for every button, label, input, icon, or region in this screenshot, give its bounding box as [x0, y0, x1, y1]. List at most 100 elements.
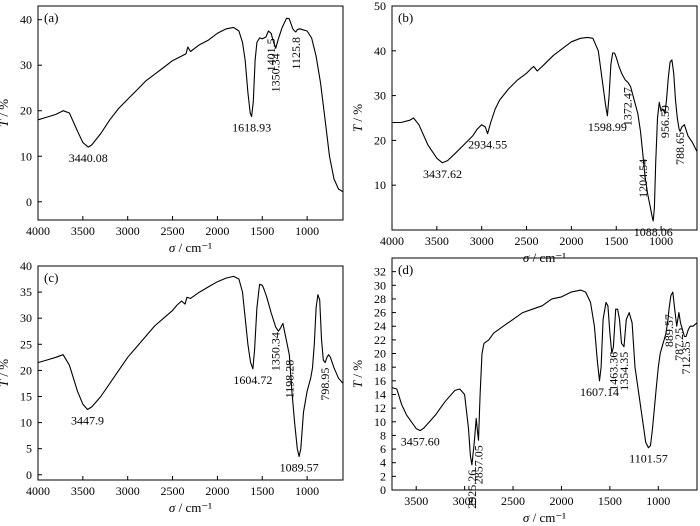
y-tick-label: 6 — [380, 442, 386, 456]
y-tick-label: 40 — [374, 44, 386, 58]
x-tick-label: 3500 — [425, 234, 449, 248]
peak-label: 1198.28 — [282, 360, 296, 399]
peak-label: 3440.08 — [69, 151, 108, 165]
x-tick-label: 4000 — [26, 484, 50, 498]
panel-2: 4000 3500 3000 2500 2000 1500 10001020304050σ … — [350, 0, 698, 265]
peak-label: 889.57 — [662, 314, 676, 347]
peak-label: 1463.36 — [606, 352, 620, 391]
peak-label: 1088.06 — [634, 225, 673, 239]
y-tick-label: 0 — [26, 468, 32, 482]
y-tick-label: 30 — [374, 89, 386, 103]
y-tick-label: 10 — [374, 415, 386, 429]
plot-frame — [37, 5, 344, 221]
panel-label: (a) — [44, 10, 58, 25]
x-axis-symbol: σ — [523, 510, 530, 525]
plot-frame — [391, 5, 698, 231]
x-tick-label: 2000 — [205, 484, 229, 498]
spectrum-line — [392, 36, 698, 222]
peak-label: 1604.72 — [233, 373, 272, 387]
x-tick-label: 3000 — [453, 494, 477, 508]
y-tick-label: 30 — [374, 278, 386, 292]
peak-label: 1618.93 — [232, 121, 271, 135]
y-tick-label: 28 — [374, 292, 386, 306]
x-tick-label: 2500 — [501, 494, 525, 508]
y-axis-title: T / % — [350, 104, 365, 132]
x-tick-label: 2500 — [161, 224, 185, 238]
y-axis-title: T / % — [0, 359, 11, 387]
y-tick-label: 22 — [374, 333, 386, 347]
y-axis-title: T / % — [350, 360, 365, 388]
peak-label: 1598.99 — [588, 120, 627, 134]
y-tick-label: 50 — [374, 0, 386, 13]
x-axis-title: σ / cm⁻¹ — [523, 510, 566, 525]
y-tick-label: 4 — [380, 456, 386, 470]
x-axis-title: σ / cm⁻¹ — [169, 500, 212, 515]
plot-frame — [391, 257, 698, 491]
x-axis-unit: / cm⁻¹ — [175, 500, 212, 515]
peak-label: 2857.05 — [471, 445, 485, 484]
y-axis-symbol: T — [350, 380, 365, 388]
peak-label: 3457.60 — [401, 435, 440, 449]
x-tick-label: 2000 — [549, 494, 573, 508]
y-axis-symbol: T — [0, 119, 11, 127]
peak-label: 1350.34 — [269, 53, 283, 92]
x-axis-unit: / cm⁻¹ — [175, 240, 212, 255]
y-tick-label: 8 — [380, 428, 386, 442]
x-tick-label: 1000 — [295, 484, 319, 498]
peak-label: 956.59 — [658, 105, 672, 138]
peak-label: 1607.14 — [580, 385, 619, 399]
y-tick-label: 26 — [374, 306, 386, 320]
y-axis-unit: / % — [350, 104, 365, 125]
x-tick-label: 2000 — [559, 234, 583, 248]
peak-label: 1401.5 — [264, 38, 278, 71]
x-tick-label: 1500 — [250, 484, 274, 498]
peak-label: 787.25 — [672, 328, 686, 361]
peak-label: 3437.62 — [423, 167, 462, 181]
y-axis-unit: / % — [0, 359, 11, 380]
peak-label: 2925.26 — [465, 470, 479, 509]
peak-label: 3447.9 — [71, 414, 104, 428]
x-tick-label: 3000 — [116, 224, 140, 238]
x-tick-label: 3000 — [470, 234, 494, 248]
peak-label: 1354.35 — [617, 352, 631, 391]
peak-label: 798.95 — [318, 368, 332, 401]
y-axis-unit: / % — [350, 360, 365, 381]
x-tick-label: 2500 — [161, 484, 185, 498]
x-tick-label: 1000 — [649, 234, 673, 248]
y-tick-label: 20 — [374, 347, 386, 361]
x-tick-label: 2000 — [205, 224, 229, 238]
x-tick-label: 1000 — [646, 494, 670, 508]
plot-frame — [37, 265, 344, 481]
y-axis-unit: / % — [0, 99, 11, 120]
panel-1: 4000 3500 3000 2500 2000 1500 1000 0 10 20 30 40 σ /… — [0, 5, 344, 255]
x-tick-label: 1000 — [295, 224, 319, 238]
panel-3: 4000 3500 3000 2500 2000 1500 1000 0 5 10 15 20 25 30… — [0, 259, 344, 515]
y-tick-label: 25 — [20, 337, 32, 351]
y-axis-symbol: T — [350, 124, 365, 132]
x-tick-label: 3500 — [71, 484, 95, 498]
y-tick-label: 2 — [380, 469, 386, 483]
x-axis-unit: / cm⁻¹ — [529, 510, 566, 525]
x-tick-label: 3000 — [116, 484, 140, 498]
peak-label: 1089.57 — [280, 461, 319, 475]
y-tick-label: 12 — [374, 401, 386, 415]
peak-label: 1101.57 — [629, 452, 668, 466]
panel-4: 3500 3000 2500 2000 1500 10000246810121416182… — [350, 257, 698, 525]
x-tick-label: 4000 — [380, 234, 404, 248]
y-tick-label: 40 — [20, 13, 32, 27]
y-tick-label: 35 — [20, 285, 32, 299]
peak-label: 712.35 — [679, 341, 693, 374]
spectrum-line — [37, 275, 344, 458]
spectrum-line — [391, 289, 698, 466]
peak-label: 788.65 — [673, 132, 687, 165]
y-tick-label: 40 — [20, 259, 32, 273]
y-axis-symbol: T — [0, 379, 11, 387]
y-tick-label: 20 — [20, 104, 32, 118]
panel-label: (d) — [398, 262, 413, 277]
y-tick-label: 30 — [20, 58, 32, 72]
y-tick-label: 20 — [374, 133, 386, 147]
y-tick-label: 14 — [374, 387, 386, 401]
x-tick-label: 3500 — [404, 494, 428, 508]
panel-label: (b) — [398, 10, 413, 25]
